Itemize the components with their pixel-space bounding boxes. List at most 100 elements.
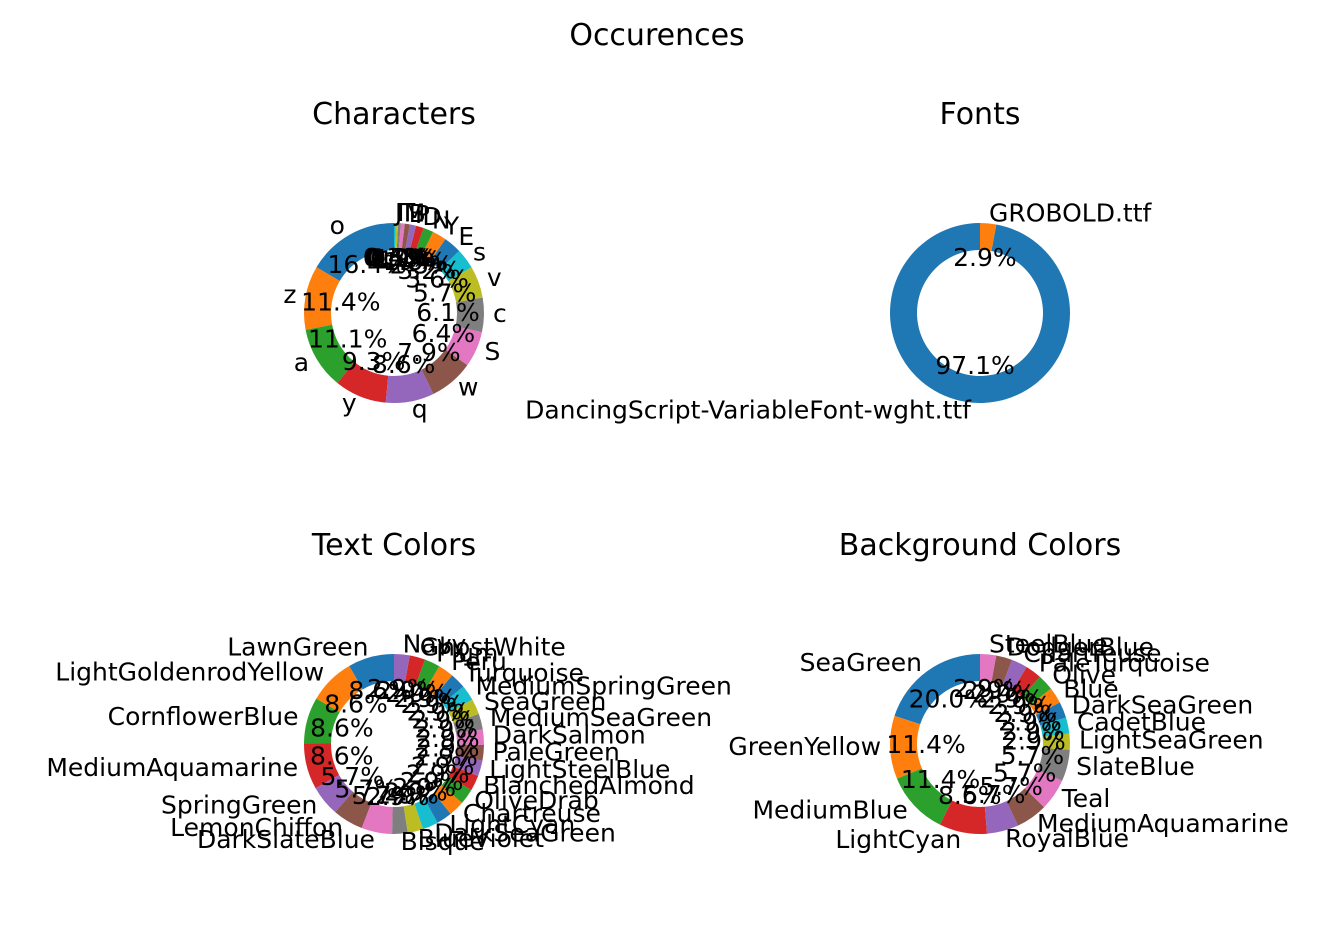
slice-label: o [330,211,345,240]
slice-percent-label: 8.6% [324,690,388,719]
slice-percent-label: 2.9% [392,773,456,802]
pie-slice [414,799,438,830]
slice-percent-label: 8.6% [938,781,1002,810]
slice-percent-label: 2.9% [1002,727,1066,756]
slice-percent-label: 6.1% [416,298,480,327]
slice-label: SteelBlue [989,629,1108,658]
slice-label: SlateBlue [1076,752,1195,781]
pie-slice [1024,769,1063,808]
slice-percent-label: 0.3% [363,243,427,272]
slice-percent-label: 5.7% [962,780,1026,809]
slice-label: N [432,206,451,235]
pie-slice [394,654,410,682]
slice-label: a [294,348,309,377]
chart-title: Fonts [940,97,1021,132]
slice-label: P [415,200,430,229]
slice-percent-label: 2.9% [406,760,470,789]
slice-label: LightCyan [449,810,575,839]
slice-percent-label: 2.9% [411,751,475,780]
slice-label: GROBOLD.ttf [989,198,1153,227]
slice-percent-label: 7.9% [397,338,461,367]
chart-text-colors: Text Colors LawnGreen8.6%LightGoldenrodY… [46,528,731,856]
slice-label: v [487,263,502,292]
slice-percent-label: 5.7% [320,762,384,791]
slice-label: Teal [1061,784,1111,813]
chart-fonts: Fonts DancingScript-VariableFont-wght.tt… [525,97,1152,425]
slice-label: MediumBlue [752,796,907,825]
slice-label: SpringGreen [161,791,317,820]
slice-label: DarkSlateBlue [197,825,375,854]
pie-slice [441,776,472,803]
pie-slice [429,239,460,270]
slice-percent-label: 5.7% [352,781,416,810]
slice-label: DodgerBlue [1007,633,1154,662]
slice-percent-label: 2.9% [988,691,1052,720]
slice-label: Peru [451,647,507,676]
pie-slice [1040,717,1070,737]
pie-slice [403,803,424,833]
slice-percent-label: 2.9% [994,699,1058,728]
slice-percent-label: 2.9% [414,743,478,772]
slice-percent-label: 2.9% [367,674,431,703]
slice-percent-label: 9.3% [342,347,406,376]
pie-slice [394,223,396,251]
slice-label: Chartreuse [1023,639,1161,668]
slice-label: y [342,389,357,418]
slice-label: MediumSpringGreen [475,672,731,701]
slice-label: Olive [1052,660,1116,689]
pie-slice [349,654,394,690]
slice-percent-label: 11.4% [886,730,965,759]
slice-label: D [422,202,441,231]
slice-percent-label: 2.9% [953,243,1017,272]
slice-percent-label: 2.9% [1001,717,1065,746]
pie-slice [896,768,953,825]
pie-slice [439,250,472,281]
pie-slice [414,228,434,257]
slice-percent-label: 5.7% [335,774,399,803]
pie-slice [442,686,473,713]
slice-percent-label: 5.7% [413,278,477,307]
pie-slice [1002,659,1027,691]
pie-slice [445,326,482,366]
slice-label: SeaGreen [800,648,922,677]
slice-percent-label: 2.9% [980,685,1044,714]
pie-slice [361,802,393,834]
slice-percent-label: 2.9% [393,684,457,713]
slice-percent-label: 5.7% [1001,741,1065,770]
slice-percent-label: 2.9% [416,733,480,762]
slice-label: MediumAquamarine [1037,809,1289,838]
slice-label: J [393,198,402,227]
pie-slice [455,744,484,761]
slice-label: M [404,198,426,227]
pie-slice [980,654,997,683]
pie-slice [940,800,988,834]
slice-percent-label: 8.6% [372,350,436,379]
pie-slice [305,324,355,383]
slice-percent-label: 0.7% [368,243,432,272]
slice-percent-label: 0.9% [370,244,434,273]
pie-slice [405,224,416,252]
slice-percent-label: 0.4% [364,243,428,272]
pie-slice [304,743,340,789]
slice-label: B [409,199,426,228]
pie-slice [424,792,451,823]
slice-label: LightSteelBlue [489,755,670,784]
slice-label: CadetBlue [1077,708,1206,737]
pie-slice [452,755,483,776]
pie-slice [890,715,922,779]
slice-percent-label: 8.6% [310,742,374,771]
slice-percent-label: 2.9% [416,724,480,753]
slice-label: BlueViolet [418,824,544,853]
pie-slice [1042,733,1071,750]
slice-percent-label: 8.6% [310,714,374,743]
figure-title: Occurences [569,18,744,53]
chart-title: Characters [312,97,476,132]
slice-percent-label: 2.9% [411,706,475,735]
slice-label: LightSeaGreen [1079,725,1264,754]
pie-slice [335,791,372,829]
pie-slice [456,729,484,745]
slice-label: Navy [403,629,467,658]
pie-slice [392,806,408,834]
slice-percent-label: 2.9% [953,674,1017,703]
